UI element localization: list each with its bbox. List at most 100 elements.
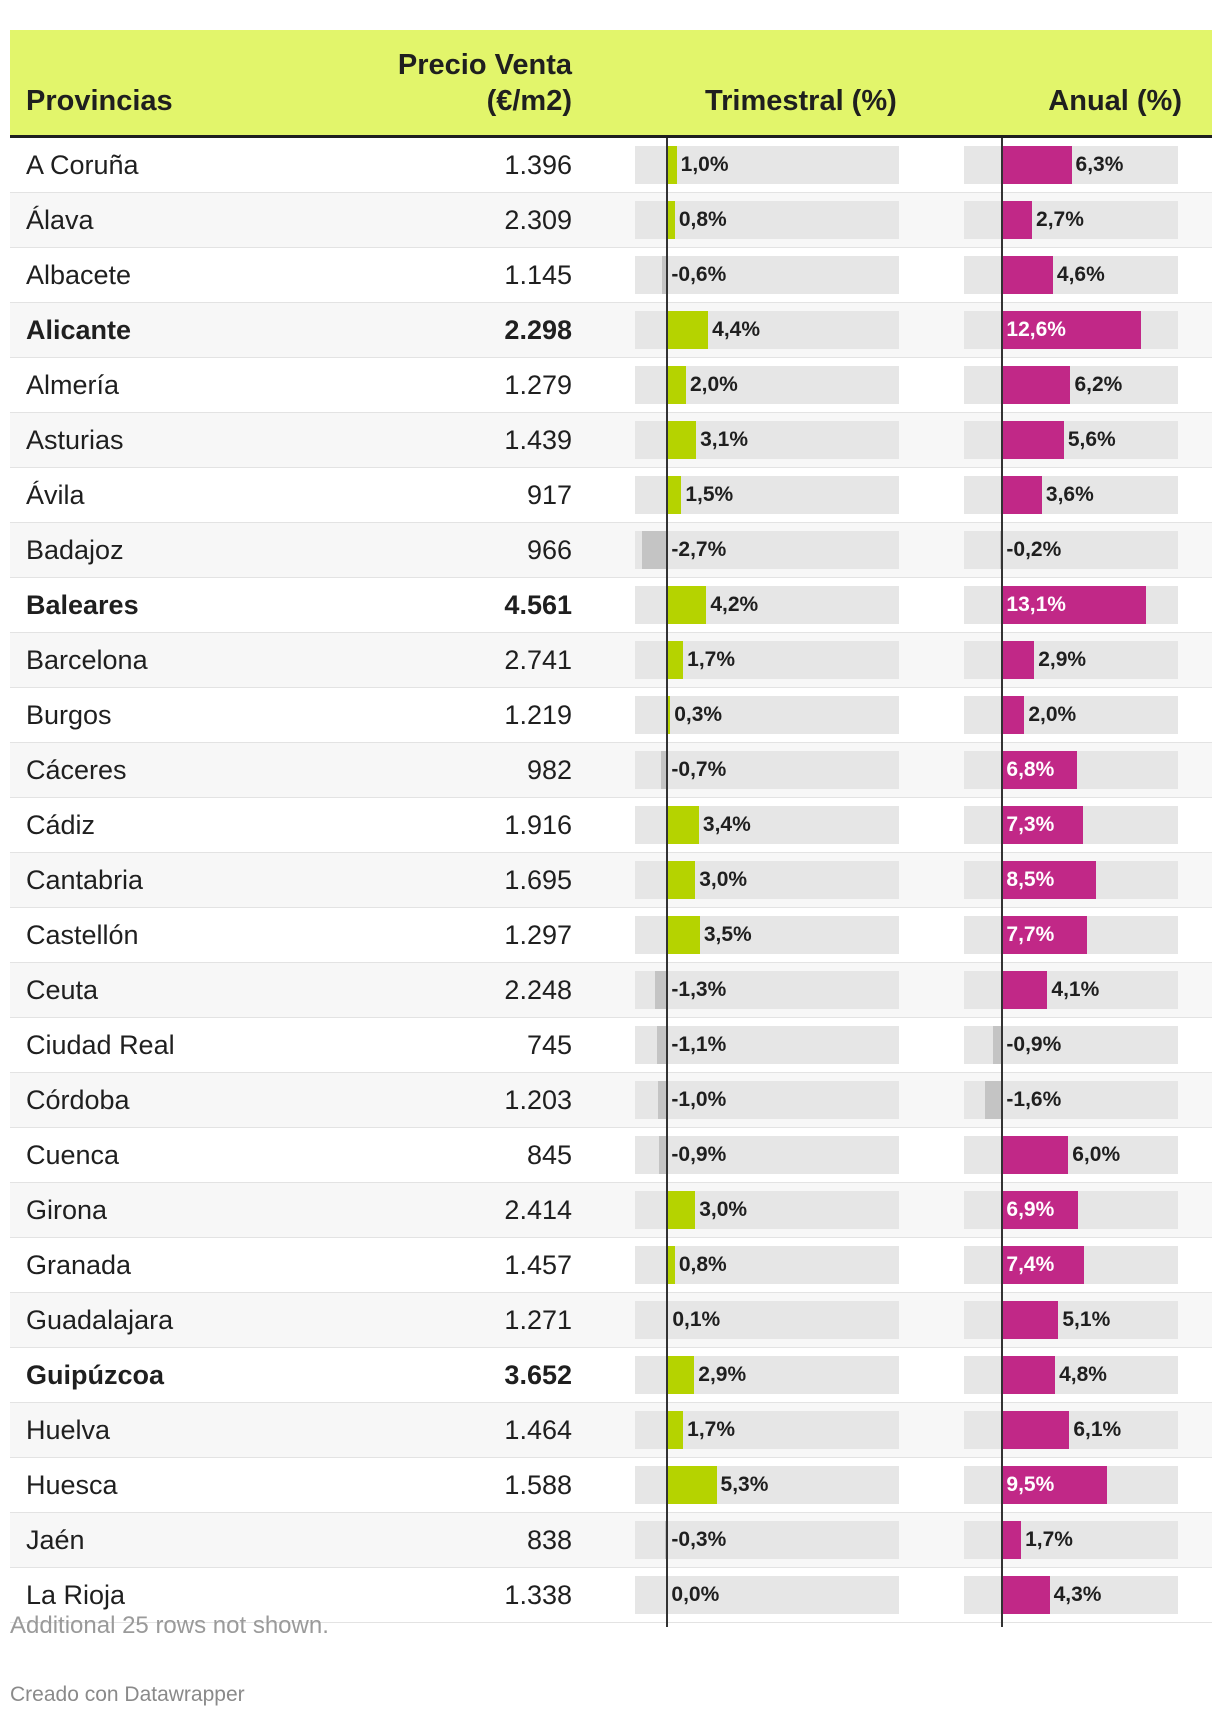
province-name: A Coruña	[26, 150, 139, 180]
province-name: Cádiz	[26, 810, 96, 840]
sale-price: 4.561	[504, 590, 572, 620]
trimestral-bar	[667, 476, 682, 514]
anual-value-label: 3,6%	[1045, 483, 1094, 506]
table-row[interactable]: Jaén 838 -0,3% 1,7%	[10, 1513, 1212, 1568]
anual-bar	[1002, 971, 1048, 1009]
anual-bar	[1002, 586, 1147, 624]
trimestral-bar-track: 3,1%	[635, 421, 899, 459]
table-row[interactable]: Huesca 1.588 5,3% 9,5%	[10, 1458, 1212, 1513]
anual-bar-track: 6,8%	[964, 751, 1178, 789]
table-row[interactable]: Granada 1.457 0,8% 7,4%	[10, 1238, 1212, 1293]
trimestral-value-label: 3,1%	[700, 428, 748, 451]
anual-bar-track: 2,7%	[964, 201, 1178, 239]
sale-price: 2.298	[504, 315, 572, 345]
table-row[interactable]: Badajoz 966 -2,7% -0,2%	[10, 523, 1212, 578]
trimestral-bar-track: 5,3%	[635, 1466, 899, 1504]
trimestral-zero-axis	[666, 138, 669, 1627]
sale-price: 1.297	[504, 920, 572, 950]
table-row[interactable]: Asturias 1.439 3,1% 5,6%	[10, 413, 1212, 468]
table-row[interactable]: Guadalajara 1.271 0,1% 5,1%	[10, 1293, 1212, 1348]
trimestral-bar-track: 1,0%	[635, 146, 899, 184]
trimestral-bar-track: 1,5%	[635, 476, 899, 514]
anual-bar-track: 4,6%	[964, 256, 1178, 294]
header-trimestral[interactable]: Trimestral (%)	[705, 85, 897, 117]
table-row[interactable]: Guipúzcoa 3.652 2,9% 4,8%	[10, 1348, 1212, 1403]
province-name: Castellón	[26, 920, 139, 950]
table-row[interactable]: La Rioja 1.338 0,0% 4,3%	[10, 1568, 1212, 1623]
trimestral-value-label: 1,7%	[687, 1418, 736, 1441]
trimestral-bar-track: -0,9%	[635, 1136, 899, 1174]
anual-bar-track: 13,1%	[964, 586, 1178, 624]
table-row[interactable]: Álava 2.309 0,8% 2,7%	[10, 193, 1212, 248]
table-row[interactable]: Cádiz 1.916 3,4% 7,3%	[10, 798, 1212, 853]
sale-price: 1.457	[504, 1250, 572, 1280]
anual-bar	[1002, 751, 1078, 789]
trimestral-bar-track: 0,8%	[635, 1246, 899, 1284]
trimestral-value-label: -0,7%	[671, 758, 727, 781]
table-row[interactable]: Huelva 1.464 1,7% 6,1%	[10, 1403, 1212, 1458]
table-row[interactable]: Girona 2.414 3,0% 6,9%	[10, 1183, 1212, 1238]
table-row[interactable]: Cantabria 1.695 3,0% 8,5%	[10, 853, 1212, 908]
anual-bar-track: 8,5%	[964, 861, 1178, 899]
table-row[interactable]: Ceuta 2.248 -1,3% 4,1%	[10, 963, 1212, 1018]
table-row[interactable]: Ávila 917 1,5% 3,6%	[10, 468, 1212, 523]
table-row[interactable]: Cáceres 982 -0,7% 6,8%	[10, 743, 1212, 798]
header-precio-line2: (€/m2)	[486, 85, 572, 117]
table-row[interactable]: A Coruña 1.396 1,0% 6,3%	[10, 138, 1212, 193]
anual-bar	[1002, 806, 1083, 844]
trimestral-value-label: -0,9%	[671, 1143, 727, 1166]
header-anual[interactable]: Anual (%)	[1048, 85, 1182, 117]
trimestral-bar	[667, 586, 707, 624]
trimestral-bar	[667, 1191, 696, 1229]
province-name: La Rioja	[26, 1580, 126, 1610]
sale-price: 2.741	[504, 645, 572, 675]
sale-price: 745	[526, 1030, 572, 1060]
trimestral-bar-track: 0,3%	[635, 696, 899, 734]
table-row[interactable]: Barcelona 2.741 1,7% 2,9%	[10, 633, 1212, 688]
anual-bar	[1002, 641, 1035, 679]
province-name: Ciudad Real	[26, 1030, 175, 1060]
trimestral-bar-track: -0,7%	[635, 751, 899, 789]
trimestral-value-label: 0,3%	[674, 703, 723, 726]
trimestral-bar-track: 4,2%	[635, 586, 899, 624]
province-name: Baleares	[26, 590, 139, 620]
table-row[interactable]: Córdoba 1.203 -1,0% -1,6%	[10, 1073, 1212, 1128]
anual-value-label: 2,7%	[1036, 208, 1084, 231]
sale-price: 1.219	[504, 700, 572, 730]
sale-price: 1.588	[504, 1470, 572, 1500]
header-precio-venta[interactable]: Precio Venta (€/m2)	[398, 47, 572, 119]
table-row[interactable]: Ciudad Real 745 -1,1% -0,9%	[10, 1018, 1212, 1073]
trimestral-bar-track: 3,0%	[635, 1191, 899, 1229]
anual-bar	[1002, 256, 1053, 294]
table-row[interactable]: Albacete 1.145 -0,6% 4,6%	[10, 248, 1212, 303]
anual-bar-track: 5,6%	[964, 421, 1178, 459]
anual-bar	[1002, 366, 1071, 404]
trimestral-value-label: -1,0%	[671, 1088, 727, 1111]
trimestral-bar	[667, 1246, 675, 1284]
sale-price: 1.279	[504, 370, 572, 400]
anual-value-label: 6,9%	[1006, 1198, 1055, 1221]
trimestral-bar	[667, 1466, 717, 1504]
table-row[interactable]: Almería 1.279 2,0% 6,2%	[10, 358, 1212, 413]
trimestral-value-label: 1,7%	[687, 648, 736, 671]
province-name: Girona	[26, 1195, 108, 1225]
anual-value-label: 9,5%	[1006, 1473, 1055, 1496]
datawrapper-credit[interactable]: Creado con Datawrapper	[10, 1683, 245, 1706]
table-row[interactable]: Cuenca 845 -0,9% 6,0%	[10, 1128, 1212, 1183]
sale-price: 2.309	[504, 205, 572, 235]
table-row[interactable]: Burgos 1.219 0,3% 2,0%	[10, 688, 1212, 743]
province-name: Huelva	[26, 1415, 111, 1445]
trimestral-value-label: 2,9%	[698, 1363, 747, 1386]
anual-value-label: 6,1%	[1073, 1418, 1122, 1441]
table-row[interactable]: Alicante 2.298 4,4% 12,6%	[10, 303, 1212, 358]
table-row[interactable]: Castellón 1.297 3,5% 7,7%	[10, 908, 1212, 963]
anual-value-label: 4,6%	[1056, 263, 1105, 286]
table-body: A Coruña 1.396 1,0% 6,3% Álava 2.309 0,8% 2,7% A…	[10, 138, 1212, 1623]
trimestral-bar	[660, 751, 668, 789]
anual-bar	[1002, 916, 1087, 954]
table-row[interactable]: Baleares 4.561 4,2% 13,1%	[10, 578, 1212, 633]
trimestral-bar-track: -1,0%	[635, 1081, 899, 1119]
header-provincias[interactable]: Provincias	[26, 85, 173, 117]
trimestral-bar	[667, 806, 699, 844]
trimestral-value-label: 4,4%	[712, 318, 761, 341]
